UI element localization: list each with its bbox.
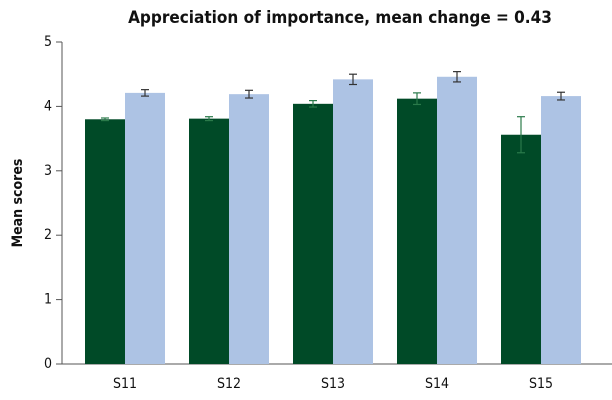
x-tick-label: S14 bbox=[425, 376, 449, 392]
bar bbox=[333, 79, 373, 365]
bar bbox=[293, 103, 333, 364]
y-tick-label: 3 bbox=[44, 163, 52, 179]
x-tick-label: S12 bbox=[217, 376, 241, 392]
bar bbox=[501, 134, 541, 364]
x-tick-label: S15 bbox=[529, 376, 553, 392]
bar bbox=[229, 94, 269, 364]
bar bbox=[189, 118, 229, 364]
y-tick-label: 2 bbox=[44, 227, 52, 243]
y-tick-label: 1 bbox=[44, 292, 52, 308]
y-tick-label: 0 bbox=[44, 356, 52, 372]
x-tick-label: S11 bbox=[113, 376, 137, 392]
chart-title: Appreciation of importance, mean change … bbox=[128, 8, 552, 28]
bar bbox=[541, 96, 581, 364]
bar bbox=[125, 92, 165, 364]
bar bbox=[437, 76, 477, 364]
bar bbox=[85, 119, 125, 364]
y-axis-label: Mean scores bbox=[10, 159, 26, 248]
y-tick-label: 5 bbox=[44, 34, 52, 50]
x-tick-label: S13 bbox=[321, 376, 345, 392]
y-tick-label: 4 bbox=[44, 98, 52, 114]
bar bbox=[397, 98, 437, 364]
